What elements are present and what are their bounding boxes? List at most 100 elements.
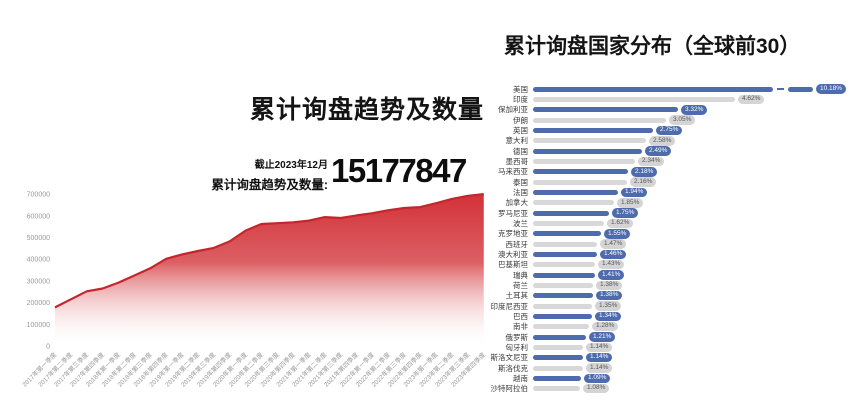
country-bar — [533, 293, 593, 299]
percent-badge: 1.62% — [607, 218, 634, 229]
country-bar — [533, 355, 583, 361]
percent-badge: 2.34% — [638, 156, 665, 167]
percent-badge: 2.16% — [630, 177, 657, 187]
percent-badge: 2.58% — [649, 136, 676, 146]
country-row: 斯洛文尼亚 1.14% — [474, 352, 852, 363]
country-bar — [533, 386, 580, 392]
percent-badge: 1.38% — [596, 280, 623, 291]
percent-badge: 10.18% — [816, 84, 847, 94]
country-chart-title: 累计询盘国家分布（全球前30） — [504, 35, 801, 58]
country-bar — [533, 169, 628, 175]
country-row: 匈牙利 1.14% — [474, 342, 852, 353]
area-line — [54, 193, 484, 309]
country-bar — [533, 96, 735, 102]
country-bar — [533, 251, 597, 257]
country-label: 荷兰 — [513, 280, 528, 290]
country-label: 保加利亚 — [498, 105, 528, 115]
country-label: 斯洛伐克 — [498, 363, 528, 373]
country-row: 斯洛伐克 1.14% — [474, 363, 852, 373]
y-axis-tick: 500000 — [27, 235, 50, 242]
area-chart: 0 100000 200000 300000 400000 500000 600000 700… — [20, 192, 488, 389]
percent-badge: 1.41% — [598, 270, 625, 280]
percent-badge: 1.35% — [595, 301, 622, 311]
country-bar — [533, 241, 597, 247]
country-bar — [533, 107, 678, 113]
country-label: 泰国 — [513, 177, 528, 187]
country-row: 巴西 1.34% — [474, 311, 852, 322]
country-bar — [533, 231, 601, 237]
percent-badge: 1.55% — [604, 229, 631, 239]
percent-badge: 1.21% — [589, 332, 616, 342]
country-label: 法国 — [513, 187, 528, 197]
country-label: 英国 — [513, 125, 528, 135]
percent-badge: 1.34% — [595, 311, 622, 322]
country-bar — [533, 344, 583, 350]
country-label: 西班牙 — [505, 239, 529, 249]
country-bar — [533, 272, 595, 278]
country-label: 马来西亚 — [498, 167, 528, 177]
country-row: 保加利亚 3.32% — [474, 105, 852, 115]
percent-badge: 1.09% — [584, 373, 611, 384]
y-axis-tick: 100000 — [27, 322, 50, 329]
country-row: 罗马尼亚 1.75% — [474, 208, 852, 218]
country-row: 印度 4.62% — [474, 94, 852, 105]
country-row: 墨西哥 2.34% — [474, 156, 852, 167]
country-bar — [533, 375, 581, 381]
y-axis-tick: 600000 — [27, 213, 50, 220]
country-label: 土耳其 — [505, 291, 529, 301]
y-axis-tick: 0 — [46, 344, 50, 351]
percent-badge: 2.75% — [656, 125, 683, 136]
axis-break-mark — [777, 88, 784, 91]
country-bar — [533, 179, 627, 185]
country-row: 法国 1.94% — [474, 187, 852, 198]
country-row: 沙特阿拉伯 1.08% — [474, 383, 852, 394]
country-label: 南非 — [513, 322, 528, 332]
total-count-value: 15177847 — [331, 152, 467, 189]
country-label: 罗马尼亚 — [498, 208, 528, 218]
country-bar — [533, 334, 586, 340]
country-row: 印度尼西亚 1.35% — [474, 301, 852, 311]
percent-badge: 2.18% — [631, 167, 658, 177]
country-bar — [533, 324, 589, 330]
country-bar — [533, 189, 618, 195]
country-bar-list: 美国 10.18% 印度 4.62% 保加利亚 3.32% 伊朗 3.05% 英国 2.75% 意大… — [474, 84, 852, 394]
country-row: 马来西亚 2.18% — [474, 167, 852, 177]
country-label: 澳大利亚 — [498, 249, 528, 259]
country-bar — [533, 365, 583, 371]
country-label: 波兰 — [513, 218, 528, 228]
country-label: 印度尼西亚 — [490, 301, 529, 311]
percent-badge: 1.08% — [583, 383, 610, 394]
country-bar — [533, 262, 595, 268]
asof-label: 截止2023年12月 — [254, 160, 328, 171]
country-bar — [533, 303, 592, 309]
country-bar — [533, 86, 773, 92]
area-fill — [55, 194, 484, 346]
country-bar — [533, 200, 614, 206]
country-row: 意大利 2.58% — [474, 136, 852, 146]
country-row: 加拿大 1.85% — [474, 198, 852, 208]
percent-badge: 1.38% — [596, 290, 623, 301]
country-row: 西班牙 1.47% — [474, 239, 852, 249]
country-row: 泰国 2.16% — [474, 177, 852, 187]
y-axis-tick: 400000 — [27, 257, 50, 264]
trend-chart-title: 累计询盘趋势及数量 — [250, 96, 485, 124]
percent-badge: 1.75% — [612, 208, 639, 218]
country-row: 波兰 1.62% — [474, 218, 852, 229]
percent-badge: 2.49% — [645, 146, 672, 156]
country-label: 匈牙利 — [505, 342, 529, 352]
country-label: 墨西哥 — [505, 156, 529, 166]
country-label: 俄罗斯 — [505, 332, 529, 342]
percent-badge: 1.14% — [586, 342, 613, 353]
country-bar — [533, 282, 593, 288]
percent-badge: 3.05% — [669, 115, 696, 125]
country-row: 澳大利亚 1.46% — [474, 249, 852, 260]
country-bar-tail — [788, 86, 813, 92]
percent-badge: 1.47% — [600, 239, 627, 249]
country-row: 南非 1.28% — [474, 321, 852, 332]
country-bar — [533, 117, 666, 123]
y-axis-tick: 200000 — [27, 300, 50, 307]
country-label: 加拿大 — [505, 198, 529, 208]
country-row: 德国 2.49% — [474, 146, 852, 156]
trend-annotation: 截止2023年12月 累计询盘趋势及数量: — [120, 156, 328, 193]
